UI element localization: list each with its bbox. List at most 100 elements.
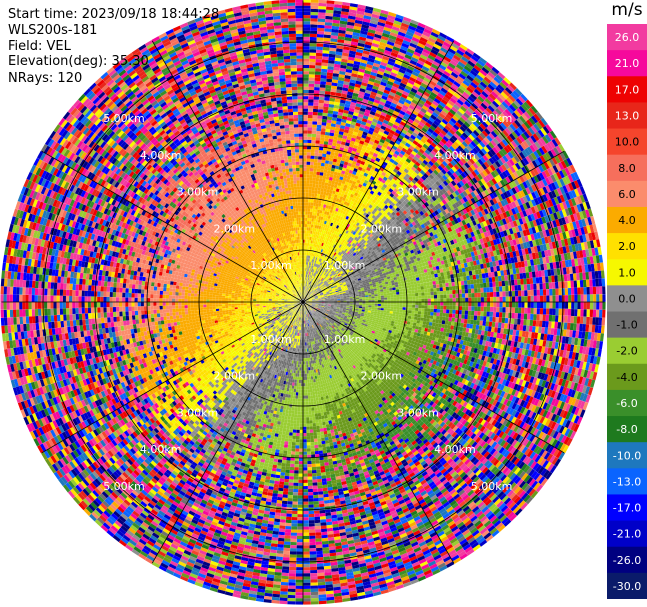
range-gate: [306, 155, 311, 159]
range-gate: [316, 193, 320, 198]
range-gate: [306, 277, 308, 281]
range-gate: [365, 6, 374, 11]
range-gate: [317, 18, 326, 23]
range-gate: [317, 30, 325, 35]
range-gate: [341, 90, 348, 95]
range-gate: [303, 36, 310, 40]
range-gate: [309, 211, 313, 216]
range-gate: [339, 20, 348, 25]
range-gate: [312, 174, 317, 178]
range-gate: [335, 51, 343, 56]
range-gate: [322, 56, 329, 60]
range-gate: [311, 193, 315, 197]
range-gate: [316, 124, 322, 129]
range-gate: [326, 6, 334, 11]
range-gate: [316, 130, 321, 135]
range-gate: [313, 90, 320, 94]
range-gate: [336, 48, 343, 53]
range-gate: [308, 96, 314, 100]
range-gate: [305, 286, 307, 290]
range-gate: [338, 32, 346, 37]
range-gate: [306, 164, 311, 168]
range-gate: [322, 53, 329, 57]
range-gate: [339, 67, 347, 72]
range-gate: [309, 236, 312, 241]
range-gate: [350, 41, 358, 46]
range-gate: [326, 72, 333, 77]
range-gate: [328, 138, 334, 143]
range-gate: [329, 50, 336, 55]
range-gate: [310, 21, 318, 25]
range-gate: [346, 21, 355, 26]
range-gate: [310, 2, 319, 6]
range-gate: [338, 77, 345, 82]
range-gate: [364, 9, 373, 14]
range-gate: [334, 130, 340, 135]
range-gate: [303, 8, 311, 12]
range-gate: [325, 12, 334, 17]
range-gate: [306, 280, 309, 284]
range-gate: [315, 65, 322, 69]
range-gate: [316, 237, 319, 242]
range-gate: [309, 49, 317, 53]
range-gate: [324, 138, 329, 142]
range-gate: [315, 52, 323, 57]
range-gate: [333, 7, 342, 12]
range-gate: [303, 186, 306, 190]
range-gate: [331, 28, 339, 33]
range-gate: [308, 227, 311, 231]
range-gate: [332, 76, 339, 81]
range-gate: [306, 274, 309, 278]
range-gate: [332, 114, 338, 118]
range-gate: [303, 105, 309, 109]
range-gate: [309, 255, 312, 259]
range-gate: [303, 158, 307, 162]
range-gate: [338, 29, 346, 34]
range-gate: [310, 8, 319, 13]
range-gate: [332, 110, 339, 115]
range-gate: [303, 236, 305, 240]
range-gate: [315, 206, 319, 210]
range-gate: [323, 188, 327, 193]
range-gate: [326, 151, 331, 155]
range-gate: [332, 161, 337, 166]
range-gate: [306, 252, 309, 256]
range-gate: [318, 6, 327, 10]
range-gate: [325, 15, 333, 20]
range-gate: [314, 193, 318, 197]
range-gate: [305, 286, 307, 290]
range-gate: [318, 99, 325, 104]
range-gate: [314, 83, 320, 88]
range-gate: [314, 158, 318, 163]
range-gate: [332, 139, 338, 144]
range-gate: [304, 236, 307, 240]
range-gate: [305, 249, 308, 253]
range-gate: [332, 22, 340, 27]
range-gate: [303, 208, 306, 212]
range-gate: [304, 227, 307, 231]
range-gate: [313, 199, 317, 203]
range-gate: [338, 74, 345, 78]
range-gate: [307, 242, 310, 247]
range-gate: [333, 66, 340, 71]
range-gate: [313, 102, 319, 106]
range-gate: [307, 208, 311, 212]
range-gate: [307, 246, 309, 250]
range-gate: [321, 122, 327, 126]
range-gate: [326, 119, 332, 124]
range-gate: [321, 65, 328, 70]
range-gate: [349, 79, 357, 84]
range-gate: [321, 159, 326, 164]
range-gate: [318, 181, 322, 185]
range-gate: [320, 203, 324, 208]
range-gate: [303, 146, 307, 150]
range-gate: [345, 68, 353, 74]
range-gate: [304, 267, 306, 271]
range-gate: [310, 30, 318, 34]
range-gate: [342, 49, 350, 54]
range-gate: [321, 118, 327, 123]
range-gate: [331, 117, 337, 121]
range-gate: [337, 83, 344, 88]
range-gate: [341, 5, 350, 10]
